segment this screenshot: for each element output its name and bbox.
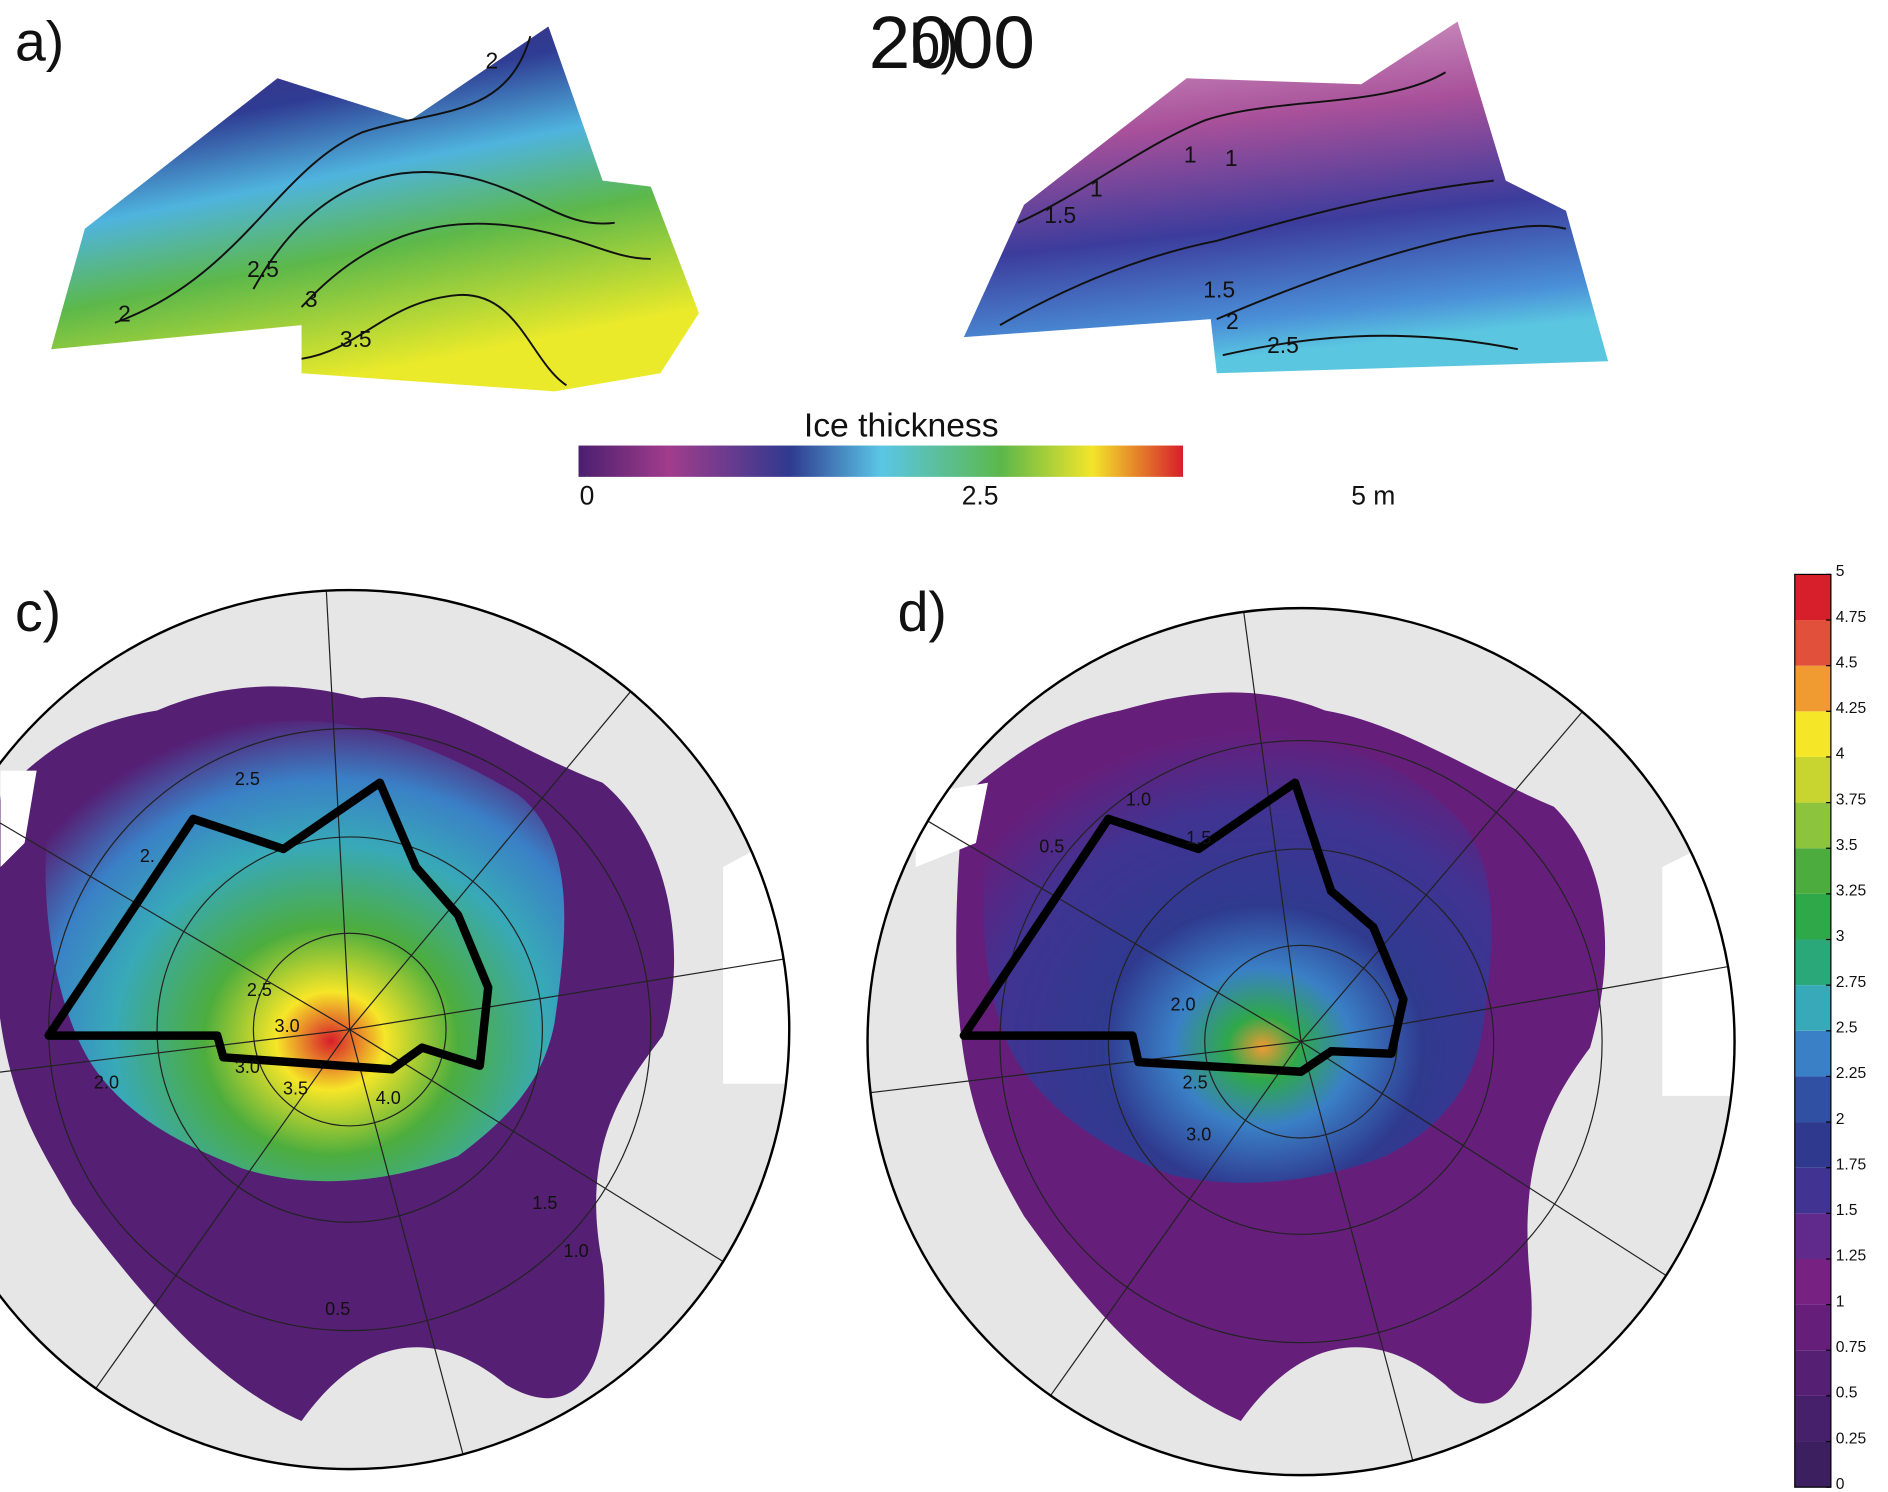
contour-label: 2.: [140, 846, 155, 866]
tick-label: 2: [1836, 1111, 1845, 1128]
contour-label: 2.5: [247, 980, 272, 1000]
contour-label: 2: [1226, 308, 1239, 334]
colorbar-segment: [1795, 848, 1831, 894]
contour-label: 1: [1090, 175, 1103, 201]
contour-label: 3.0: [1186, 1124, 1211, 1144]
contour-label: 1: [1225, 145, 1238, 171]
tick-label: 5: [1836, 563, 1845, 580]
contour-label: 1.5: [1203, 276, 1235, 302]
colorbar-segment: [1795, 1168, 1831, 1214]
figure: Ice thickness a) b) 2000 c) d) 22.533.52…: [0, 0, 1888, 1492]
contour-label: 2.5: [1267, 332, 1299, 358]
tick-label: 0: [580, 480, 595, 510]
tick-label: 0.5: [1836, 1385, 1858, 1402]
colorbar-segment: [1795, 1305, 1831, 1351]
tick-label: 3.25: [1836, 883, 1867, 900]
tick-label: 3.5: [1836, 837, 1858, 854]
colorbar-segment: [1795, 1076, 1831, 1122]
tick-label: 2.5: [962, 480, 999, 510]
contour-label: 3.5: [340, 326, 372, 352]
tick-label: 4: [1836, 746, 1845, 763]
tick-label: 4.75: [1836, 609, 1867, 626]
contour-label: 3.5: [283, 1079, 308, 1099]
contour-label: 4.0: [376, 1088, 401, 1108]
colorbar-segment: [1795, 1259, 1831, 1305]
colorbar-segment: [1795, 1122, 1831, 1168]
colorbar-segment: [1795, 894, 1831, 940]
contour-label: 2.5: [1183, 1073, 1208, 1093]
colorbar-segment: [1795, 1442, 1831, 1488]
tick-label: 2.5: [1836, 1020, 1858, 1037]
map-a: [51, 26, 699, 391]
contour-label: 3.0: [275, 1016, 300, 1036]
contour-label: 0.5: [325, 1299, 350, 1319]
contour-label: 1.5: [532, 1193, 557, 1213]
tick-label: 2.75: [1836, 974, 1867, 991]
colorbar-top: [579, 446, 1184, 477]
tick-label: 4.25: [1836, 700, 1867, 717]
colorbar-segment: [1795, 757, 1831, 803]
tick-label: 3.75: [1836, 791, 1867, 808]
contour-label: 2.0: [94, 1073, 119, 1093]
colorbar-segment: [1795, 803, 1831, 849]
contour-label: 3: [305, 286, 318, 312]
tick-label: 1.25: [1836, 1248, 1867, 1265]
tick-label: 5 m: [1351, 480, 1395, 510]
colorbar-segment: [1795, 711, 1831, 757]
colorbar-segment: [1795, 985, 1831, 1031]
figure-title: 2000: [869, 0, 1035, 84]
tick-label: 0.75: [1836, 1339, 1867, 1356]
panel-label: d): [898, 581, 947, 643]
contour-label: 2: [485, 48, 498, 74]
tick-label: 0.25: [1836, 1430, 1867, 1447]
panel-label: a): [15, 10, 64, 72]
contour-label: 1.5: [1044, 202, 1076, 228]
colorbar-segment: [1795, 1396, 1831, 1442]
tick-label: 3: [1836, 928, 1845, 945]
colorbar-segment: [1795, 620, 1831, 666]
colorbar-segment: [1795, 1031, 1831, 1077]
contour-label: 2.0: [1170, 994, 1195, 1014]
colorbar-segment: [1795, 666, 1831, 712]
contour-label: 1: [1184, 142, 1197, 168]
tick-label: 1.75: [1836, 1156, 1867, 1173]
contour-label: 1.0: [1126, 790, 1151, 810]
panel-label: c): [15, 581, 61, 643]
colorbar-segment: [1795, 1213, 1831, 1259]
tick-label: 4.5: [1836, 654, 1858, 671]
contour-label: 1.0: [564, 1241, 589, 1261]
map-b: [964, 22, 1608, 374]
contour-label: 1.5: [1186, 828, 1211, 848]
colorbar-title: Ice thickness: [804, 406, 999, 444]
tick-label: 2.25: [1836, 1065, 1867, 1082]
contour-label: 3.0: [235, 1057, 260, 1077]
contour-label: 2: [118, 301, 131, 327]
tick-label: 1: [1836, 1293, 1845, 1310]
contour-label: 2.5: [235, 769, 260, 789]
contour-label: 0.5: [1039, 837, 1064, 857]
contour-label: 2.5: [247, 256, 279, 282]
colorbar-segment: [1795, 574, 1831, 620]
colorbar-segment: [1795, 1350, 1831, 1396]
tick-label: 0: [1836, 1476, 1845, 1492]
colorbar-segment: [1795, 940, 1831, 986]
tick-label: 1.5: [1836, 1202, 1858, 1219]
